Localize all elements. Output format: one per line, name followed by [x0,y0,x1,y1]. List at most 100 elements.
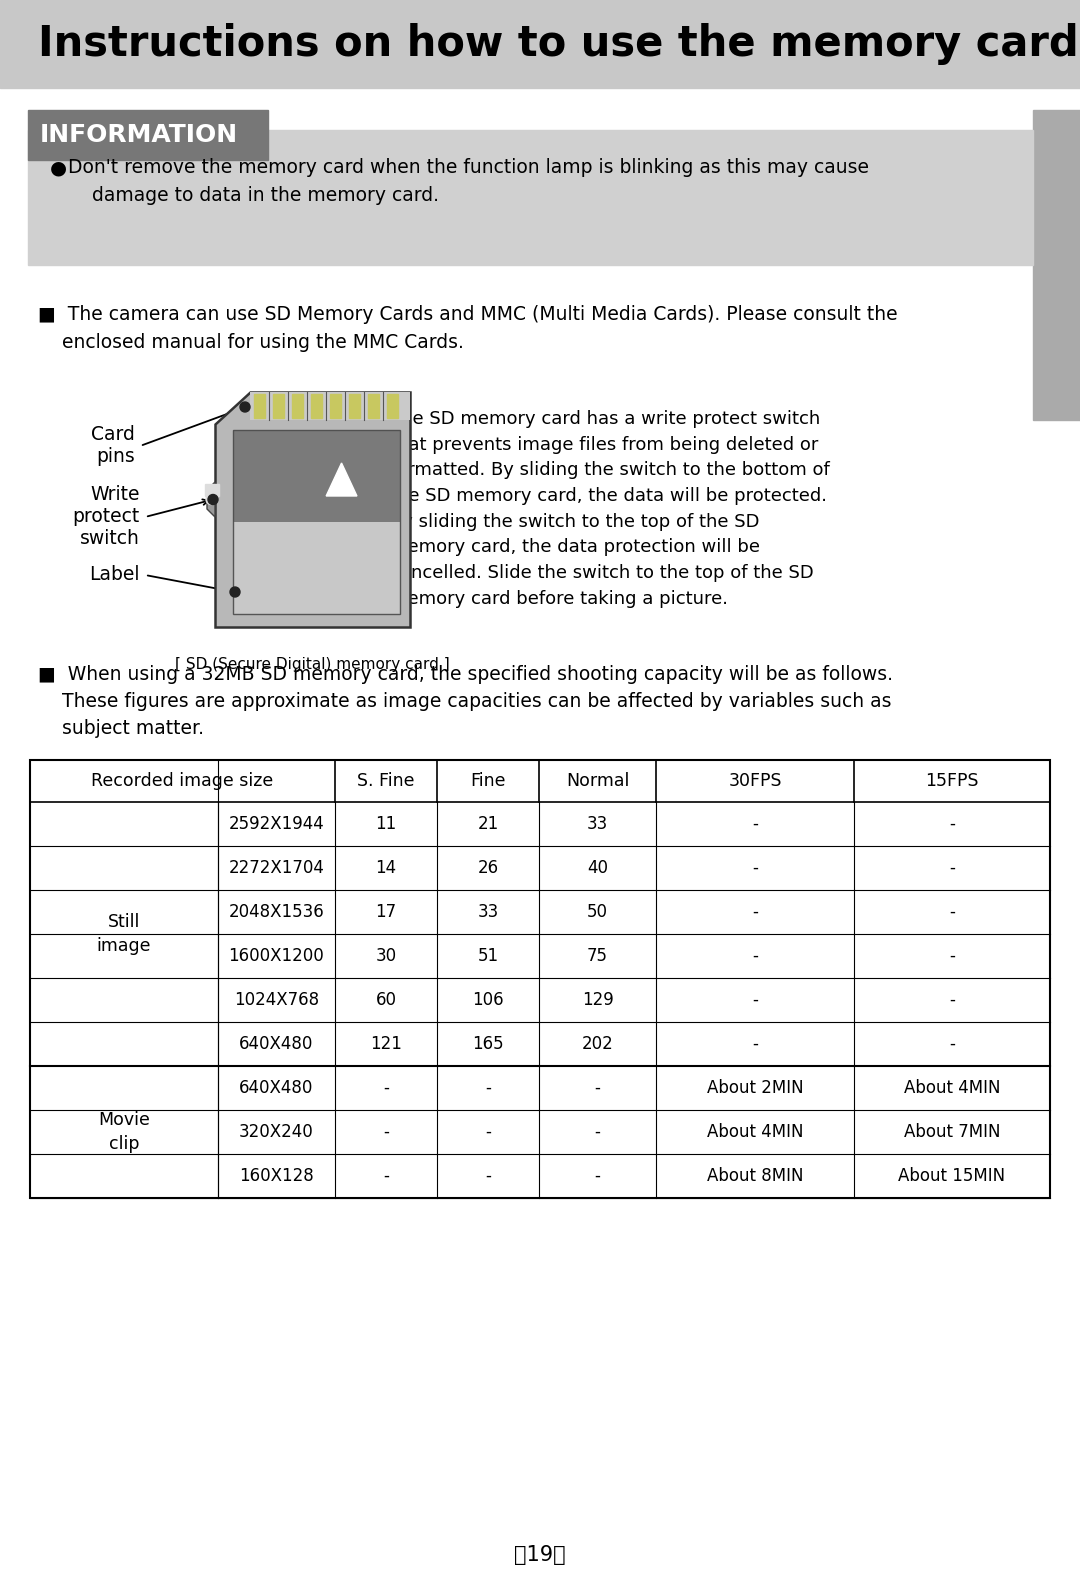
Text: ■  The camera can use SD Memory Cards and MMC (Multi Media Cards). Please consul: ■ The camera can use SD Memory Cards and… [38,304,897,323]
Text: protect: protect [72,507,140,526]
Text: -: - [595,1124,600,1141]
Text: 165: 165 [472,1035,503,1052]
Text: 51: 51 [477,946,499,965]
Bar [330,395,341,418]
Bar [254,395,266,418]
Bar [1032,109,1080,420]
Polygon shape [207,482,215,517]
Bar [349,395,361,418]
Text: -: - [383,1124,389,1141]
Text: About 8MIN: About 8MIN [706,1167,804,1186]
Text: -: - [383,1079,389,1097]
Text: S. Fine: S. Fine [357,772,415,789]
Text: Instructions on how to use the memory card: Instructions on how to use the memory ca… [38,24,1079,65]
Text: 60: 60 [376,991,396,1010]
Text: INFORMATION: INFORMATION [40,124,238,147]
Text: 11: 11 [376,815,396,834]
Bar [205,483,219,496]
Text: About 4MIN: About 4MIN [706,1124,804,1141]
Text: 121: 121 [370,1035,402,1052]
Text: 2272X1704: 2272X1704 [229,859,324,877]
Text: Movie
clip: Movie clip [98,1111,150,1152]
Text: Write: Write [91,485,140,504]
Circle shape [240,403,249,412]
Text: -: - [949,1035,955,1052]
Bar [28,130,1032,265]
Text: -: - [752,1035,758,1052]
Text: 2592X1944: 2592X1944 [229,815,324,834]
Text: -: - [949,991,955,1010]
Bar [368,395,379,418]
Text: enclosed manual for using the MMC Cards.: enclosed manual for using the MMC Cards. [38,333,464,352]
Text: 640X480: 640X480 [240,1035,313,1052]
Text: -: - [949,946,955,965]
Text: subject matter.: subject matter. [38,720,204,739]
Text: -: - [949,859,955,877]
Text: 202: 202 [582,1035,613,1052]
Text: -: - [383,1167,389,1186]
Text: 17: 17 [376,903,396,921]
Circle shape [206,495,216,504]
Text: 〉19〉: 〉19〉 [514,1545,566,1564]
Text: 1024X768: 1024X768 [234,991,319,1010]
Text: About 2MIN: About 2MIN [706,1079,804,1097]
Bar [273,395,284,418]
Bar [30,759,1050,1198]
Text: -: - [752,859,758,877]
Text: 320X240: 320X240 [239,1124,314,1141]
Text: Normal: Normal [566,772,630,789]
Text: 33: 33 [586,815,608,834]
Text: 14: 14 [376,859,396,877]
Text: pins: pins [96,447,135,466]
Text: 75: 75 [588,946,608,965]
Text: 15FPS: 15FPS [926,772,978,789]
Text: Fine: Fine [470,772,505,789]
Polygon shape [326,463,357,496]
Text: ●: ● [50,158,67,178]
Bar [292,395,303,418]
Text: switch: switch [80,529,140,548]
Text: 40: 40 [588,859,608,877]
Text: -: - [485,1079,491,1097]
Text: 2048X1536: 2048X1536 [229,903,324,921]
Text: -: - [752,903,758,921]
Text: Recorded image size: Recorded image size [92,772,273,789]
Text: The SD memory card has a write protect switch
that prevents image files from bei: The SD memory card has a write protect s… [390,411,829,609]
Text: 26: 26 [477,859,499,877]
Text: -: - [752,946,758,965]
Text: -: - [949,815,955,834]
Text: -: - [595,1167,600,1186]
Text: 129: 129 [582,991,613,1010]
Bar [233,430,400,613]
Circle shape [230,586,240,598]
Text: 33: 33 [477,903,499,921]
Text: Label: Label [90,566,140,585]
Text: 50: 50 [588,903,608,921]
Text: 640X480: 640X480 [240,1079,313,1097]
Text: 160X128: 160X128 [239,1167,314,1186]
Circle shape [208,495,218,504]
Polygon shape [215,391,410,628]
Polygon shape [249,391,410,420]
Text: ■  When using a 32MB SD memory card, the specified shooting capacity will be as : ■ When using a 32MB SD memory card, the … [38,666,893,685]
Text: 21: 21 [477,815,499,834]
Text: -: - [752,991,758,1010]
Text: -: - [949,903,955,921]
Text: About 7MIN: About 7MIN [904,1124,1000,1141]
Text: -: - [752,815,758,834]
Text: -: - [595,1079,600,1097]
Bar [0,0,1080,89]
Text: 106: 106 [472,991,503,1010]
Text: [ SD (Secure Digital) memory card ]: [ SD (Secure Digital) memory card ] [175,658,450,672]
Text: About 4MIN: About 4MIN [904,1079,1000,1097]
Text: -: - [485,1124,491,1141]
Text: Don't remove the memory card when the function lamp is blinking as this may caus: Don't remove the memory card when the fu… [68,158,869,204]
Bar [233,430,400,521]
Bar [28,109,268,160]
Text: 1600X1200: 1600X1200 [229,946,324,965]
Text: Still
image: Still image [97,913,151,954]
Text: 30FPS: 30FPS [728,772,782,789]
Bar [387,395,399,418]
Text: About 15MIN: About 15MIN [899,1167,1005,1186]
Text: -: - [485,1167,491,1186]
